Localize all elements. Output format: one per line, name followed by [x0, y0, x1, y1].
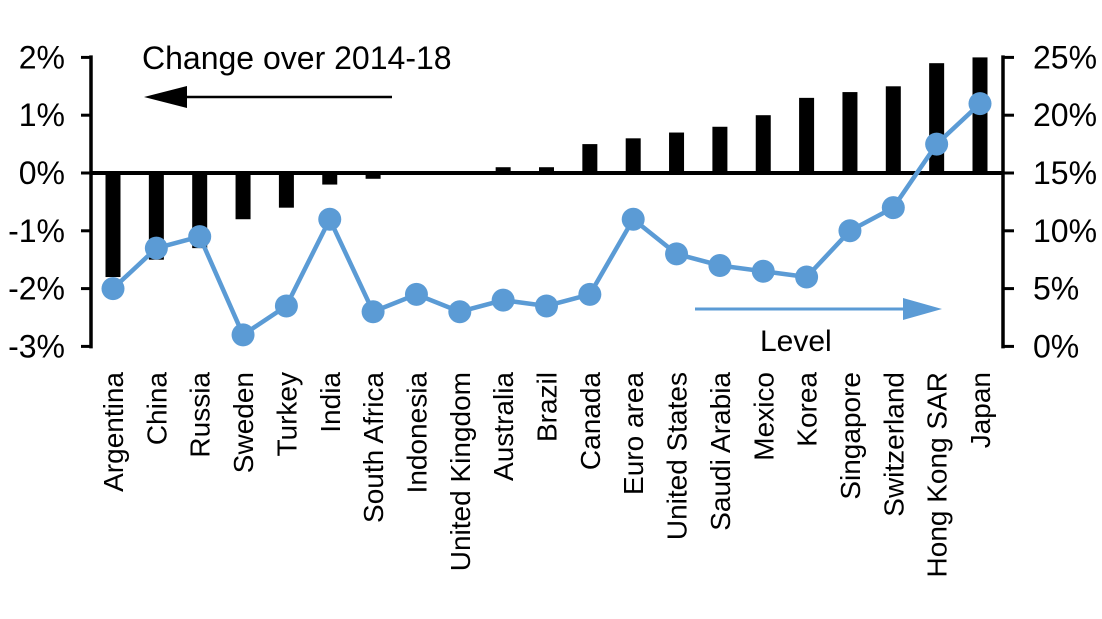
level-dot-japan — [968, 92, 992, 116]
bar-mexico — [755, 115, 771, 173]
level-dot-united-states — [665, 242, 689, 266]
level-dot-united-kingdom — [448, 300, 472, 324]
level-dot-switzerland — [881, 196, 905, 220]
bar-japan — [972, 57, 988, 173]
bar-euro-area — [625, 138, 641, 173]
bar-hong-kong-sar — [929, 63, 945, 173]
level-dot-euro-area — [621, 207, 645, 231]
category-label-sweden: Sweden — [228, 372, 259, 473]
level-dot-argentina — [101, 277, 125, 301]
left-axis-tick-label: -1% — [8, 213, 65, 249]
category-label-india: India — [315, 372, 346, 433]
bar-korea — [799, 97, 815, 173]
left-axis-tick-label: -3% — [8, 328, 65, 364]
bar-brazil — [539, 167, 554, 173]
left-axis-tick-label: -2% — [8, 271, 65, 307]
right-axis-tick-label: 20% — [1033, 97, 1097, 133]
category-label-korea: Korea — [792, 372, 823, 447]
category-label-argentina: Argentina — [98, 372, 129, 492]
bar-singapore — [842, 92, 858, 173]
level-dot-brazil — [535, 294, 558, 318]
bar-saudi-arabia — [712, 126, 728, 173]
category-label-euro-area: Euro area — [618, 372, 649, 495]
right-axis-tick-label: 0% — [1033, 328, 1079, 364]
category-label-singapore: Singapore — [835, 372, 866, 500]
level-dot-indonesia — [404, 282, 428, 306]
category-label-russia: Russia — [185, 372, 216, 458]
right-axis-tick-label: 5% — [1033, 271, 1079, 307]
category-label-hong-kong-sar: Hong Kong SAR — [922, 372, 953, 577]
left-axis-tick-label: 2% — [19, 39, 65, 75]
level-dot-turkey — [274, 294, 298, 318]
category-label-indonesia: Indonesia — [401, 372, 432, 494]
level-dot-singapore — [838, 219, 862, 243]
level-dot-hong-kong-sar — [925, 132, 949, 156]
left-axis-tick-label: 1% — [19, 97, 65, 133]
bar-india — [322, 173, 338, 185]
level-dot-russia — [188, 225, 212, 249]
bar-turkey — [278, 173, 294, 208]
bar-sweden — [235, 173, 251, 220]
category-label-switzerland: Switzerland — [878, 372, 909, 517]
right-arrow-icon — [903, 298, 942, 320]
category-label-canada: Canada — [575, 372, 606, 471]
bar-canada — [582, 144, 598, 173]
category-label-united-kingdom: United Kingdom — [445, 372, 476, 571]
left-axis-tick-label: 0% — [19, 155, 65, 191]
level-dot-mexico — [751, 259, 775, 283]
level-dot-south-africa — [361, 300, 385, 324]
bar-series-annotation-label: Change over 2014-18 — [142, 40, 452, 76]
left-arrow-icon — [144, 86, 187, 108]
level-dot-sweden — [231, 323, 255, 347]
right-axis-tick-label: 15% — [1033, 155, 1097, 191]
category-label-australia: Australia — [488, 372, 519, 481]
level-dot-australia — [491, 288, 515, 312]
line-series-annotation-label: Level — [760, 325, 832, 358]
category-label-united-states: United States — [662, 372, 693, 540]
level-dot-saudi-arabia — [708, 253, 732, 277]
level-dot-india — [318, 207, 342, 231]
right-axis-tick-label: 10% — [1033, 213, 1097, 249]
level-dot-korea — [795, 265, 819, 289]
level-dot-china — [144, 236, 168, 260]
bar-united-states — [669, 132, 685, 173]
category-label-japan: Japan — [965, 372, 996, 448]
category-label-brazil: Brazil — [532, 372, 563, 442]
category-label-turkey: Turkey — [271, 372, 302, 457]
category-label-south-africa: South Africa — [358, 372, 389, 523]
category-label-mexico: Mexico — [748, 372, 779, 461]
bar-argentina — [105, 173, 121, 278]
bar-south-africa — [365, 173, 381, 179]
category-label-china: China — [141, 372, 172, 446]
level-dot-canada — [578, 282, 602, 306]
bar-switzerland — [885, 86, 901, 173]
right-axis-tick-label: 25% — [1033, 39, 1097, 75]
bar-australia — [495, 167, 511, 173]
category-label-saudi-arabia: Saudi Arabia — [705, 372, 736, 531]
